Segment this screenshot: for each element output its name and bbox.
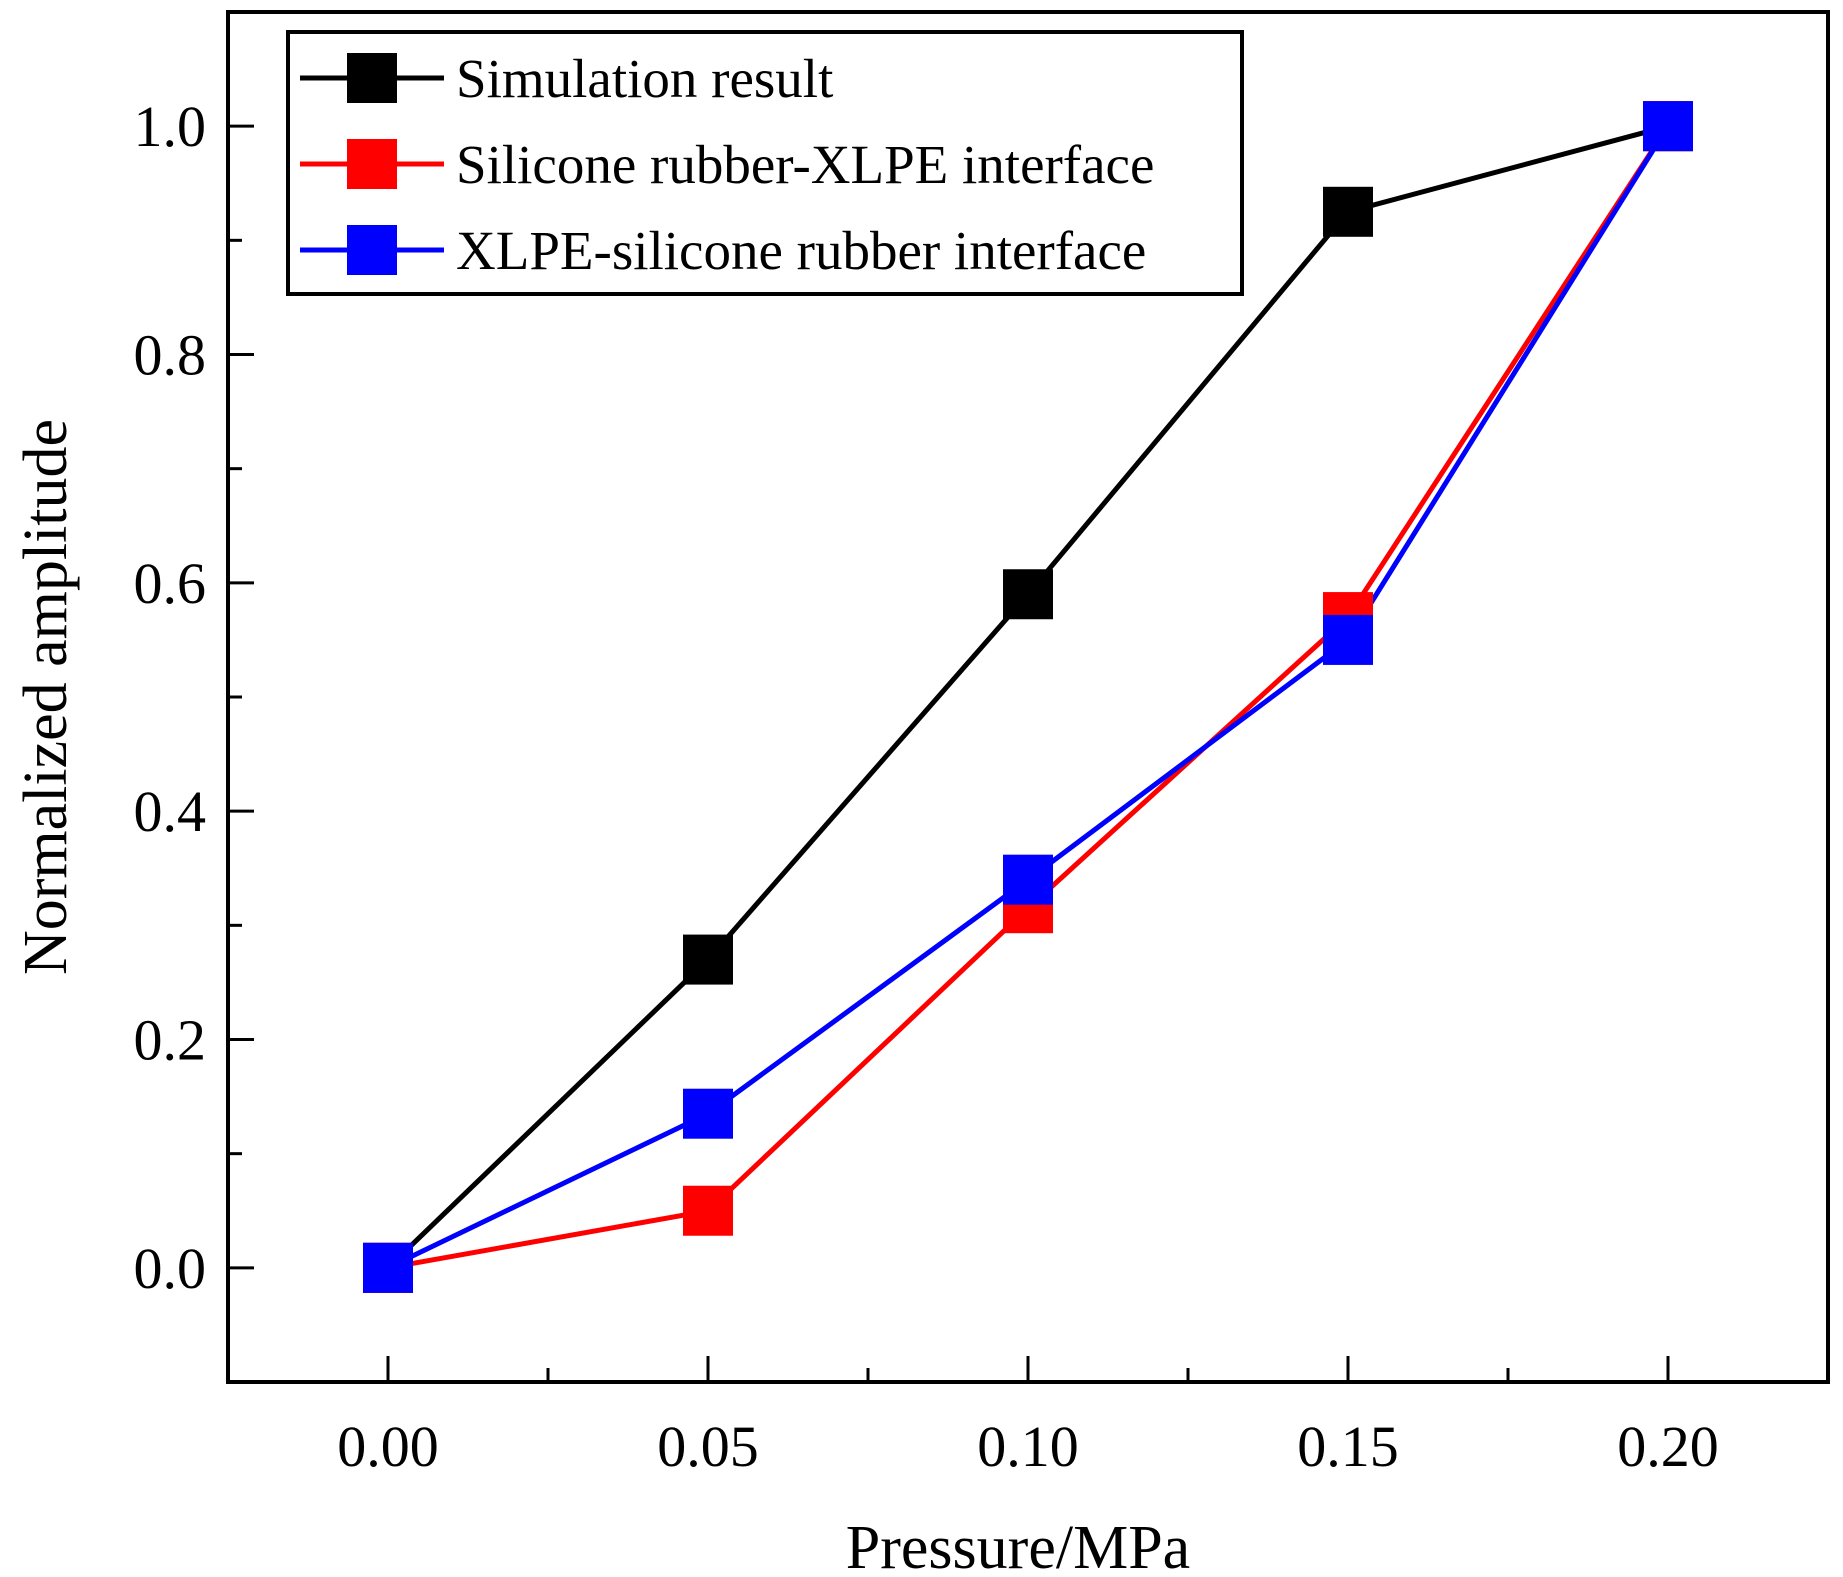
y-tick-label: 0.2 — [134, 1008, 207, 1073]
legend: Simulation result Silicone rubber-XLPE in… — [286, 30, 1244, 296]
series-line-3 — [386, 124, 1671, 1271]
data-point-series-3 — [363, 1242, 413, 1293]
legend-marker-3 — [347, 225, 397, 275]
x-tick-label: 0.00 — [337, 1414, 439, 1479]
data-point-series-2 — [683, 1185, 733, 1236]
legend-marker-2 — [347, 139, 397, 189]
x-axis-title: Pressure/MPa — [846, 1514, 1190, 1577]
x-tick-label: 0.10 — [977, 1414, 1079, 1479]
series-line-2 — [387, 124, 1671, 1271]
y-tick-label: 0.8 — [134, 323, 207, 388]
x-tick-label: 0.20 — [1617, 1414, 1719, 1479]
series-markers — [363, 101, 1693, 1293]
x-tick-label: 0.15 — [1297, 1414, 1399, 1479]
y-tick-label: 1.0 — [134, 94, 207, 159]
x-axis-ticks: 0.00 0.05 0.10 0.15 0.20 — [337, 1356, 1719, 1479]
legend-box — [286, 30, 1244, 296]
data-point-series-1 — [1003, 569, 1053, 620]
y-axis-title: Normalized amplitude — [12, 419, 80, 975]
legend-label-3: XLPE-silicone rubber interface — [456, 220, 1146, 281]
data-point-series-3 — [683, 1088, 733, 1139]
y-tick-label: 0.4 — [134, 779, 207, 844]
series-lines — [386, 123, 1671, 1271]
legend-marker-1 — [347, 53, 397, 103]
y-tick-label: 0.6 — [134, 551, 207, 616]
legend-label-2: Silicone rubber-XLPE interface — [456, 134, 1154, 195]
y-tick-label: 0.0 — [134, 1236, 207, 1301]
y-axis-ticks: 0.0 0.2 0.4 0.6 0.8 1.0 — [134, 94, 254, 1301]
data-point-series-3 — [1323, 614, 1373, 665]
series-line-1 — [386, 123, 1669, 1270]
data-point-series-1 — [1323, 186, 1373, 237]
data-point-series-1 — [683, 934, 733, 985]
legend-label-1: Simulation result — [456, 48, 833, 109]
data-point-series-3 — [1643, 101, 1693, 152]
x-tick-label: 0.05 — [657, 1414, 759, 1479]
data-point-series-3 — [1003, 854, 1053, 905]
